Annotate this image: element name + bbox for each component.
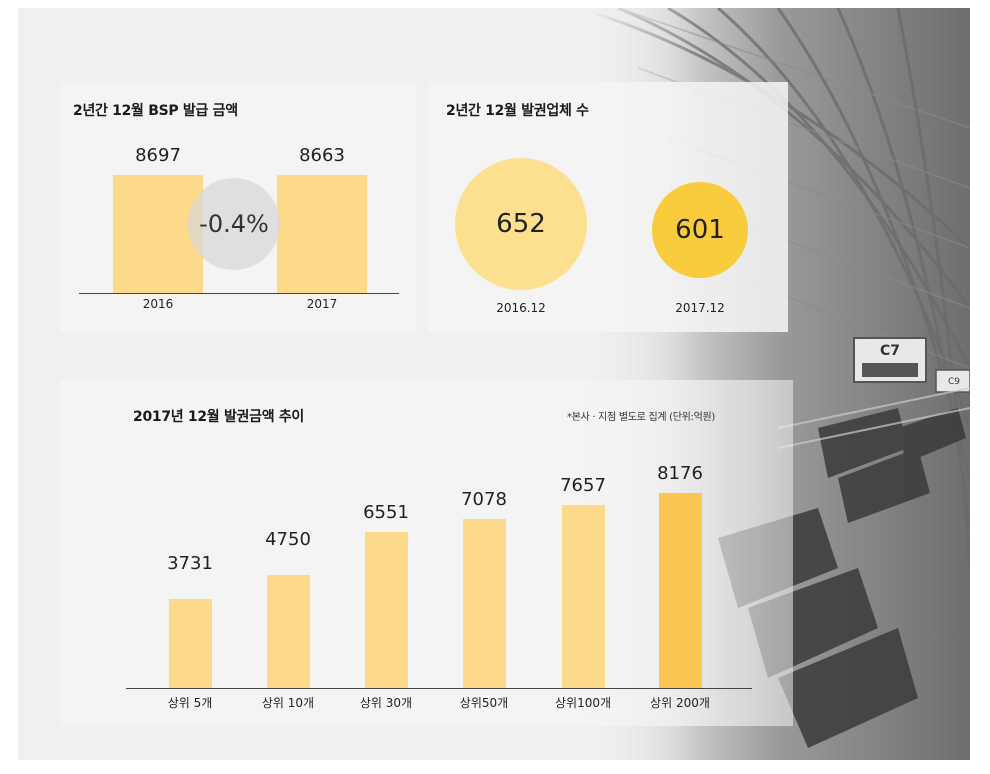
trend-xlabel-2: 상위 30개 bbox=[359, 696, 413, 710]
trend-xlabel-1: 상위 10개 bbox=[261, 696, 315, 710]
trend-value-4: 7657 bbox=[560, 475, 606, 497]
trend-value-1: 4750 bbox=[265, 528, 311, 550]
change-circle: -0.4% bbox=[188, 178, 280, 270]
infographic-canvas: C7 C9 2년간 12월 BSP 발급 금액 -0.4% 8697201686… bbox=[18, 8, 970, 760]
bsp-xlabel-2016: 2016 bbox=[142, 297, 174, 311]
trend-xlabel-0: 상위 5개 bbox=[167, 696, 213, 710]
bubble-2017: 601 bbox=[652, 182, 748, 278]
trend-bar-0 bbox=[168, 599, 212, 688]
issuers-panel-title: 2년간 12월 발권업체 수 bbox=[446, 103, 589, 119]
trend-bar-5 bbox=[658, 493, 702, 688]
bsp-amount-panel: 2년간 12월 BSP 발급 금액 -0.4% 8697 2016 8663 2017 bbox=[60, 82, 416, 332]
trend-value-2: 6551 bbox=[363, 501, 409, 523]
bsp-xlabel-2017: 2017 bbox=[306, 297, 338, 311]
bsp-baseline bbox=[79, 293, 399, 294]
bubble-2017-value: 601 bbox=[675, 215, 725, 245]
trend-bar-4 bbox=[561, 505, 605, 688]
trend-xlabel-4: 상위100개 bbox=[554, 696, 612, 710]
bsp-bar-2017 bbox=[277, 175, 367, 293]
trend-xlabel-3: 상위50개 bbox=[459, 696, 509, 710]
issuance-trend-panel: 2017년 12월 발권금액 추이 *본사 · 지점 별도로 집계 (단위:억원… bbox=[60, 380, 793, 726]
bsp-value-2016: 8697 bbox=[135, 145, 181, 166]
issuers-count-panel: 2년간 12월 발권업체 수 652 601 2016.12 2017.12 bbox=[428, 82, 788, 332]
unit-note: *본사 · 지점 별도로 집계 (단위:억원) bbox=[567, 412, 715, 423]
bsp-panel-title: 2년간 12월 BSP 발급 금액 bbox=[73, 103, 238, 119]
bsp-value-2017: 8663 bbox=[299, 145, 345, 167]
change-label: -0.4% bbox=[199, 210, 269, 238]
trend-value-3: 7078 bbox=[461, 489, 507, 511]
bsp-bar-2016 bbox=[113, 175, 203, 293]
bubble-2016-value: 652 bbox=[496, 209, 546, 239]
bubble-2016-label: 2016.12 bbox=[496, 301, 546, 315]
trend-baseline bbox=[126, 688, 752, 689]
trend-panel-title: 2017년 12월 발권금액 추이 bbox=[133, 409, 305, 425]
trend-value-0: 3731 bbox=[167, 553, 213, 574]
trend-value-5: 8176 bbox=[657, 463, 703, 484]
bubble-2017-label: 2017.12 bbox=[675, 301, 725, 315]
trend-bar-1 bbox=[266, 574, 310, 688]
trend-xlabel-5: 상위 200개 bbox=[650, 696, 710, 710]
bubble-2016: 652 bbox=[455, 158, 587, 290]
trend-bar-3 bbox=[462, 519, 506, 688]
trend-bar-2 bbox=[364, 531, 408, 688]
